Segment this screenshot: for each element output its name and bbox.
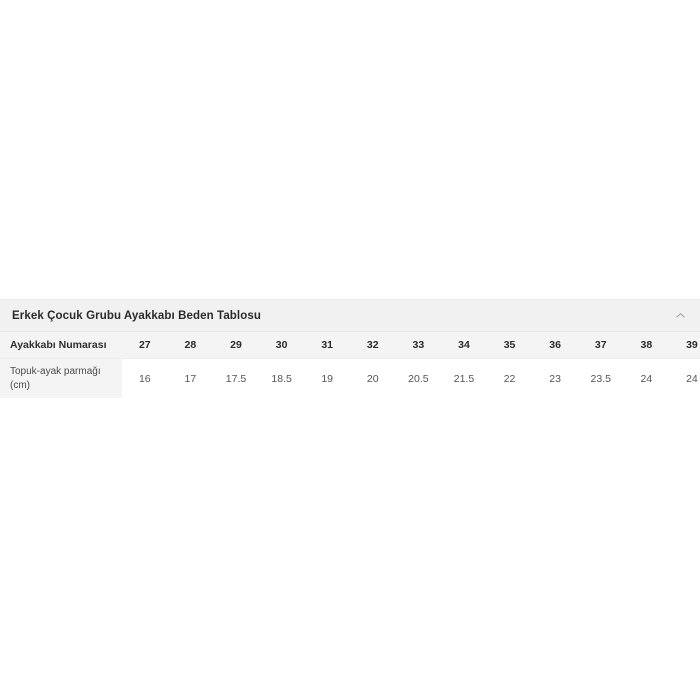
table-cell: 22 bbox=[503, 372, 516, 385]
table-cell: 28 bbox=[184, 339, 197, 351]
row-cells: 27 28 29 30 31 32 33 34 35 36 37 38 39 bbox=[122, 332, 700, 358]
table-cell: 38 bbox=[640, 339, 653, 351]
row-header-shoe-size: Ayakkabı Numarası bbox=[0, 332, 122, 358]
table-cell: 21.5 bbox=[453, 372, 475, 385]
chevron-up-icon bbox=[675, 313, 685, 318]
table-row: Ayakkabı Numarası 27 28 29 30 31 32 33 3… bbox=[0, 331, 700, 358]
table-cell: 23 bbox=[549, 372, 561, 385]
row-header-label: Topuk-ayak parmağı bbox=[10, 365, 101, 377]
table-cell: 24 bbox=[686, 372, 698, 385]
table-cell: 39 bbox=[686, 339, 698, 351]
table-cell: 17 bbox=[184, 372, 197, 385]
table-cell: 19 bbox=[321, 372, 334, 385]
size-chart-table: Ayakkabı Numarası 27 28 29 30 31 32 33 3… bbox=[0, 331, 700, 398]
row-header-label: Ayakkabı Numarası bbox=[10, 339, 107, 351]
size-chart-header[interactable]: Erkek Çocuk Grubu Ayakkabı Beden Tablosu bbox=[0, 300, 700, 331]
table-cell: 33 bbox=[412, 339, 425, 351]
table-cell: 35 bbox=[503, 339, 516, 351]
table-cell: 27 bbox=[138, 339, 151, 351]
table-cell: 16 bbox=[138, 372, 151, 385]
table-cell: 24 bbox=[640, 372, 653, 385]
row-header-heel-to-toe: Topuk-ayak parmağı (cm) bbox=[0, 359, 122, 398]
table-row: Topuk-ayak parmağı (cm) 16 17 17.5 18.5 … bbox=[0, 358, 700, 398]
table-cell: 23.5 bbox=[590, 372, 611, 385]
table-cell: 37 bbox=[594, 339, 607, 351]
row-cells: 16 17 17.5 18.5 19 20 20.5 21.5 22 23 23… bbox=[122, 359, 700, 398]
table-cell: 18.5 bbox=[271, 372, 292, 385]
table-cell: 34 bbox=[458, 339, 470, 351]
table-cell: 17.5 bbox=[225, 372, 247, 385]
table-cell: 20.5 bbox=[408, 372, 429, 385]
table-cell: 36 bbox=[549, 339, 561, 351]
size-chart-title: Erkek Çocuk Grubu Ayakkabı Beden Tablosu bbox=[12, 309, 261, 322]
row-header-label-unit: (cm) bbox=[10, 379, 30, 391]
table-cell: 32 bbox=[366, 339, 379, 351]
collapse-toggle-button[interactable] bbox=[669, 300, 691, 331]
size-chart-widget: Erkek Çocuk Grubu Ayakkabı Beden Tablosu… bbox=[0, 299, 700, 398]
table-cell: 29 bbox=[230, 339, 242, 351]
table-cell: 30 bbox=[275, 339, 288, 351]
table-cell: 31 bbox=[321, 339, 334, 351]
table-cell: 20 bbox=[366, 372, 379, 385]
